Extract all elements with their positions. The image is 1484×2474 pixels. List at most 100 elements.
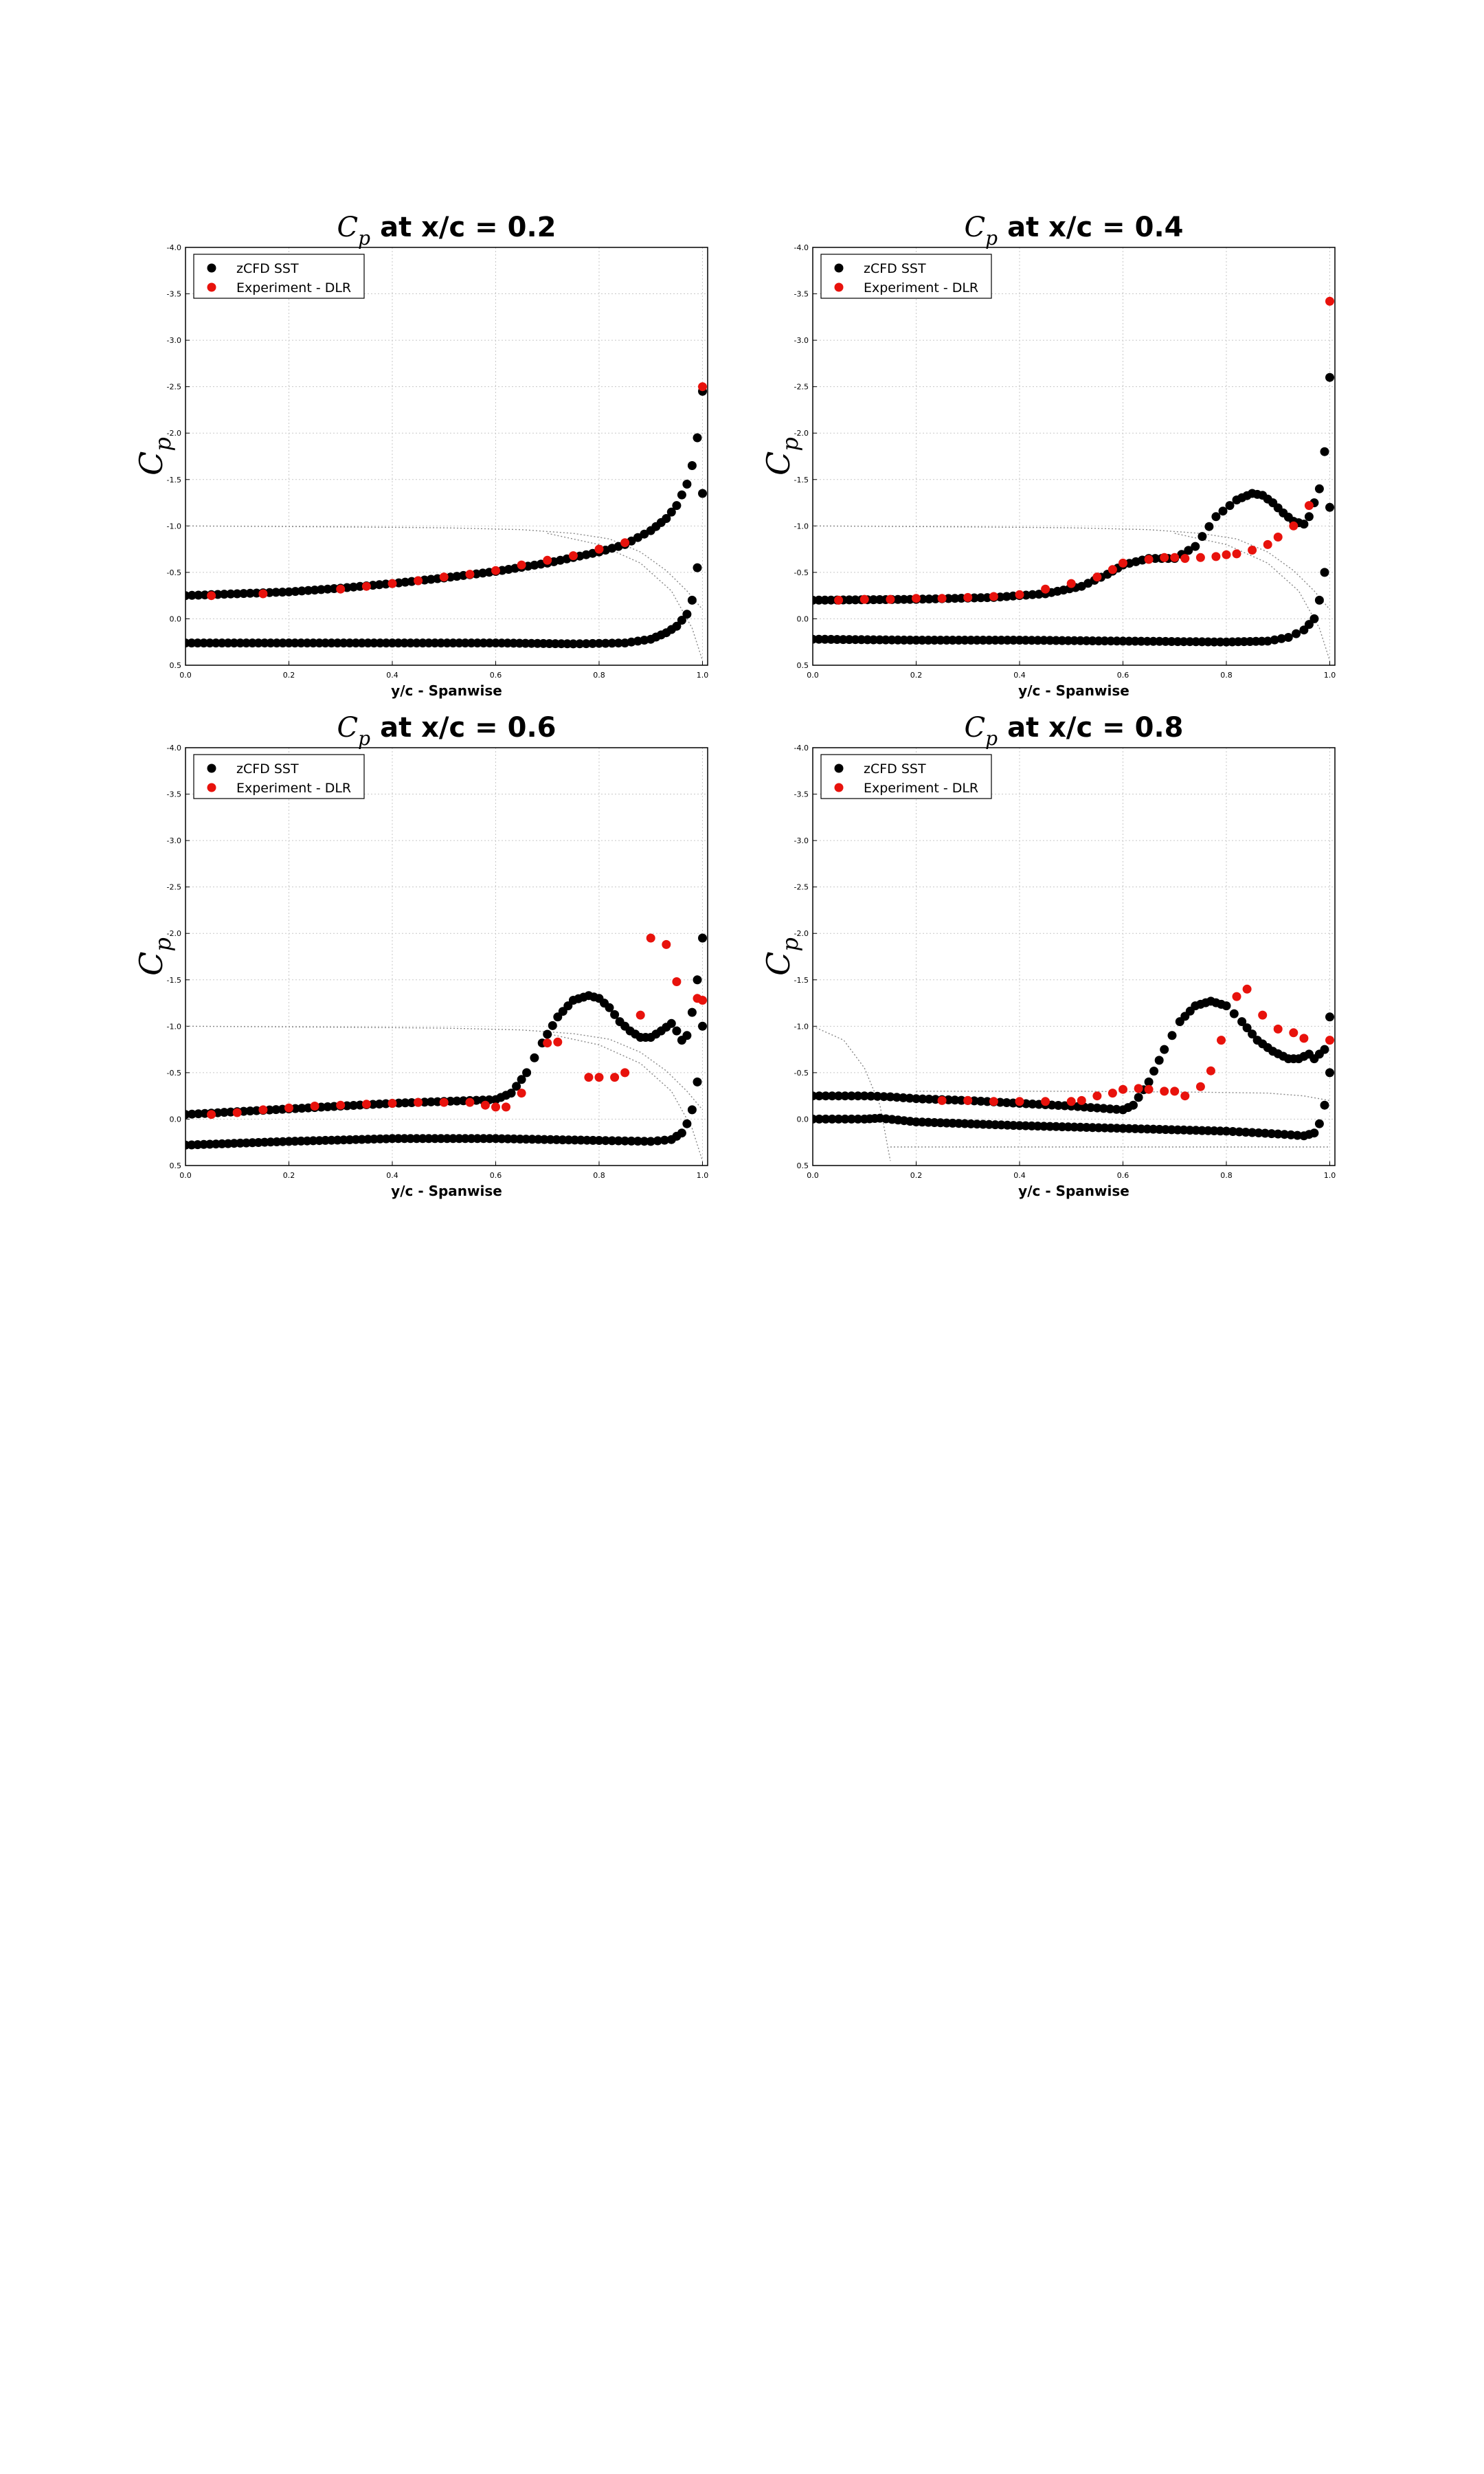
cfd-point <box>1254 1128 1263 1137</box>
cfd-point <box>693 433 702 443</box>
experiment-point <box>834 595 844 605</box>
cfd-point <box>996 636 1006 645</box>
cfd-point <box>948 636 958 645</box>
y-tick-label: -4.0 <box>794 744 809 753</box>
experiment-point <box>594 544 604 554</box>
experiment-point <box>1015 590 1024 599</box>
cfd-point <box>226 589 236 599</box>
cfd-point <box>1167 1031 1177 1040</box>
cfd-point <box>677 1128 686 1138</box>
cfd-point <box>271 1105 281 1115</box>
cfd-point <box>693 1077 702 1086</box>
cfd-point <box>982 1097 992 1106</box>
cfd-point <box>672 621 682 631</box>
experiment-point <box>963 1095 973 1105</box>
experiment-point <box>1258 1010 1268 1020</box>
y-axis-label: Cp <box>133 437 176 476</box>
x-tick-label: 1.0 <box>1324 1171 1336 1180</box>
y-tick-label: -3.5 <box>794 290 809 299</box>
cfd-point <box>1292 1130 1302 1140</box>
cfd-point <box>297 586 306 596</box>
cfd-point <box>394 638 403 648</box>
cfd-point <box>840 1114 850 1124</box>
cfd-point <box>1273 1129 1283 1139</box>
cfd-point <box>620 1136 630 1146</box>
cfd-point <box>401 1098 410 1108</box>
cfd-point <box>814 1114 824 1124</box>
legend-label: zCFD SST <box>236 261 299 276</box>
series-zcfd-sst <box>813 372 1334 605</box>
experiment-point <box>387 579 397 588</box>
legend-box <box>820 254 992 299</box>
x-axis-label: y/c - Spanwise <box>391 682 502 699</box>
cfd-point <box>1325 1068 1334 1078</box>
series-zcfd-sst <box>813 502 1334 647</box>
y-tick-label: 0.5 <box>170 1161 182 1170</box>
experiment-point <box>1232 549 1241 559</box>
y-tick-label: -3.0 <box>167 836 181 845</box>
legend-marker <box>207 282 216 292</box>
x-tick-label: 0.2 <box>283 671 295 680</box>
reference-curve <box>186 525 704 610</box>
cfd-point <box>1309 614 1319 623</box>
cfd-point <box>406 638 415 648</box>
title-math-sub: p <box>358 727 370 750</box>
cfd-point <box>1033 636 1042 645</box>
chart-title: Cp at x/c = 0.4 <box>965 212 1184 249</box>
chart-xc-0-6: Cp at x/c = 0.6 -4.0 -3.5 -3.0 -2.5 -2.0 -1.5 -1… <box>133 712 708 1199</box>
x-tick-label: 1.0 <box>1324 671 1336 680</box>
title-text: at x/c = 0.8 <box>1007 712 1183 744</box>
experiment-point <box>491 566 500 575</box>
y-axis-math-sub: p <box>777 937 803 951</box>
experiment-point <box>963 592 973 602</box>
legend-marker <box>834 764 844 773</box>
cfd-point <box>607 638 617 648</box>
experiment-point <box>1170 553 1180 562</box>
x-tick-label: 0.8 <box>593 671 605 680</box>
experiment-point <box>646 933 655 943</box>
cfd-point <box>976 593 986 603</box>
cfd-point <box>682 480 692 489</box>
cfd-point <box>381 1099 391 1108</box>
cfd-point <box>666 507 676 517</box>
y-axis-math-sub: p <box>777 437 803 451</box>
legend-marker <box>834 282 844 292</box>
cfd-point <box>420 575 429 585</box>
experiment-point <box>207 1110 216 1119</box>
cfd-point <box>232 589 242 599</box>
cfd-point <box>1263 636 1272 646</box>
cfd-point <box>844 595 854 605</box>
y-tick-label: -1.0 <box>794 1022 809 1031</box>
cfd-point <box>944 1095 953 1104</box>
cfd-point <box>662 514 671 523</box>
cfd-point <box>840 1091 850 1101</box>
title-text: at x/c = 0.2 <box>380 212 556 243</box>
legend-marker <box>207 764 216 773</box>
cfd-point <box>956 1095 966 1105</box>
cfd-point <box>254 638 263 648</box>
experiment-point <box>937 594 947 603</box>
x-tick-label: 0.8 <box>1220 1171 1233 1180</box>
y-tick-label: -1.5 <box>794 476 809 484</box>
cfd-point <box>976 1096 986 1106</box>
experiment-point <box>1180 1091 1190 1101</box>
cfd-point <box>956 594 966 603</box>
y-tick-label: -1.5 <box>794 976 809 985</box>
y-tick-label: -4.0 <box>794 243 809 252</box>
cfd-point <box>698 933 707 943</box>
x-tick-label: 0.8 <box>1220 671 1233 680</box>
title-text: at x/c = 0.4 <box>1007 212 1183 243</box>
cfd-point <box>698 489 707 498</box>
cfd-point <box>1028 1100 1037 1108</box>
experiment-point <box>937 1095 947 1105</box>
cfd-point <box>323 584 333 594</box>
cfd-point <box>1325 1012 1334 1022</box>
experiment-point <box>1325 1036 1334 1045</box>
y-tick-label: -1.0 <box>794 522 809 531</box>
y-tick-label: -1.0 <box>167 522 181 531</box>
plot-frame <box>185 747 708 1166</box>
cfd-point <box>1064 636 1073 645</box>
cfd-point <box>1129 1100 1138 1110</box>
cfd-point <box>892 1093 901 1102</box>
y-tick-label: -2.0 <box>167 929 181 938</box>
